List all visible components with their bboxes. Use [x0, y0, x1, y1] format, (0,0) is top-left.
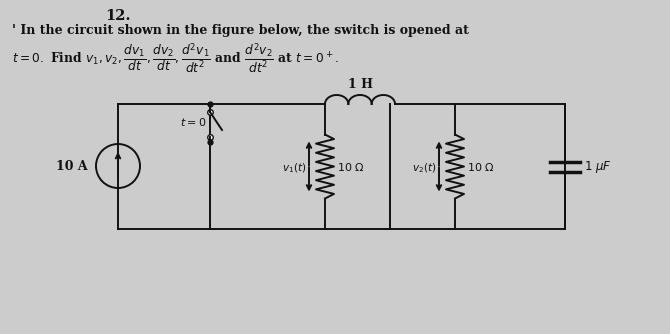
Text: $1\ \mu F$: $1\ \mu F$	[584, 159, 612, 174]
Text: 12.: 12.	[105, 9, 131, 23]
Text: ' In the circuit shown in the figure below, the switch is opened at: ' In the circuit shown in the figure bel…	[12, 24, 469, 37]
Text: $v_1(t)$: $v_1(t)$	[281, 162, 306, 175]
Text: $10\ \Omega$: $10\ \Omega$	[337, 161, 364, 172]
Text: $v_2(t)$: $v_2(t)$	[411, 162, 436, 175]
Text: 10 A: 10 A	[56, 160, 88, 172]
Text: 1 H: 1 H	[348, 78, 373, 91]
Text: $10\ \Omega$: $10\ \Omega$	[467, 161, 494, 172]
Text: $t{=}0$: $t{=}0$	[180, 116, 206, 128]
Text: $t = 0.$ Find $v_1, v_2, \dfrac{dv_1}{dt}, \dfrac{dv_2}{dt}, \dfrac{d^2v_1}{dt^2: $t = 0.$ Find $v_1, v_2, \dfrac{dv_1}{dt…	[12, 41, 339, 75]
